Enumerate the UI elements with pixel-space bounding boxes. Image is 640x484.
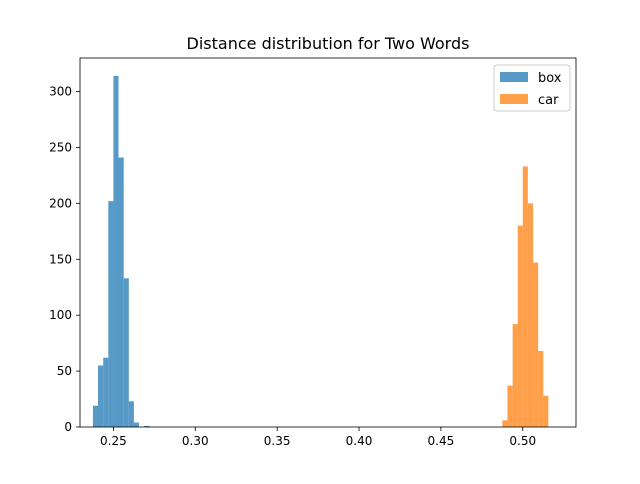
x-tick-label: 0.45	[428, 434, 455, 448]
histogram-bar-car	[543, 395, 549, 427]
y-tick-label: 0	[64, 420, 72, 434]
histogram-bar-box	[108, 201, 114, 427]
histogram-bar-car	[538, 350, 544, 427]
histogram-bar-car	[533, 262, 539, 427]
histogram-bar-box	[128, 401, 134, 427]
legend-label-car: car	[538, 93, 559, 108]
histogram-bar-box	[113, 75, 119, 427]
legend-swatch-car	[500, 94, 528, 104]
plot-frame	[79, 57, 577, 428]
histogram-bar-car	[507, 385, 513, 427]
x-tick-label: 0.40	[346, 434, 373, 448]
y-tick-label: 200	[49, 196, 72, 210]
legend: box car	[493, 64, 571, 112]
histogram-bar-car	[512, 324, 518, 427]
y-tick-label: 300	[49, 85, 72, 99]
legend-label-box: box	[538, 71, 562, 86]
bars-layer	[92, 75, 549, 427]
histogram-bar-box	[118, 157, 124, 427]
histogram-bar-car	[527, 203, 534, 427]
histogram-bar-box	[123, 278, 129, 427]
x-tick-label: 0.35	[264, 434, 291, 448]
legend-swatch-box	[500, 72, 528, 82]
y-tick-label: 100	[49, 308, 72, 322]
x-tick-label: 0.25	[100, 434, 127, 448]
histogram-bar-box	[103, 357, 109, 427]
histogram-bar-box	[98, 365, 104, 427]
y-tick-label: 50	[57, 364, 72, 378]
y-tick-label: 250	[49, 140, 72, 154]
chart-title: Distance distribution for Two Words	[187, 34, 470, 53]
axes: 0.25 0.30 0.35 0.40 0.45 0.50 0 50 100 150 200 250 3…	[49, 57, 577, 448]
histogram-bar-car	[517, 225, 523, 427]
histogram-bar-box	[144, 425, 150, 427]
y-tick-label: 150	[49, 252, 72, 266]
histogram-bar-car	[502, 420, 508, 427]
histogram-bar-car	[522, 166, 528, 427]
histogram-bar-box	[133, 422, 139, 427]
x-tick-label: 0.50	[509, 434, 536, 448]
histogram-bar-box	[92, 405, 99, 427]
x-tick-label: 0.30	[182, 434, 209, 448]
